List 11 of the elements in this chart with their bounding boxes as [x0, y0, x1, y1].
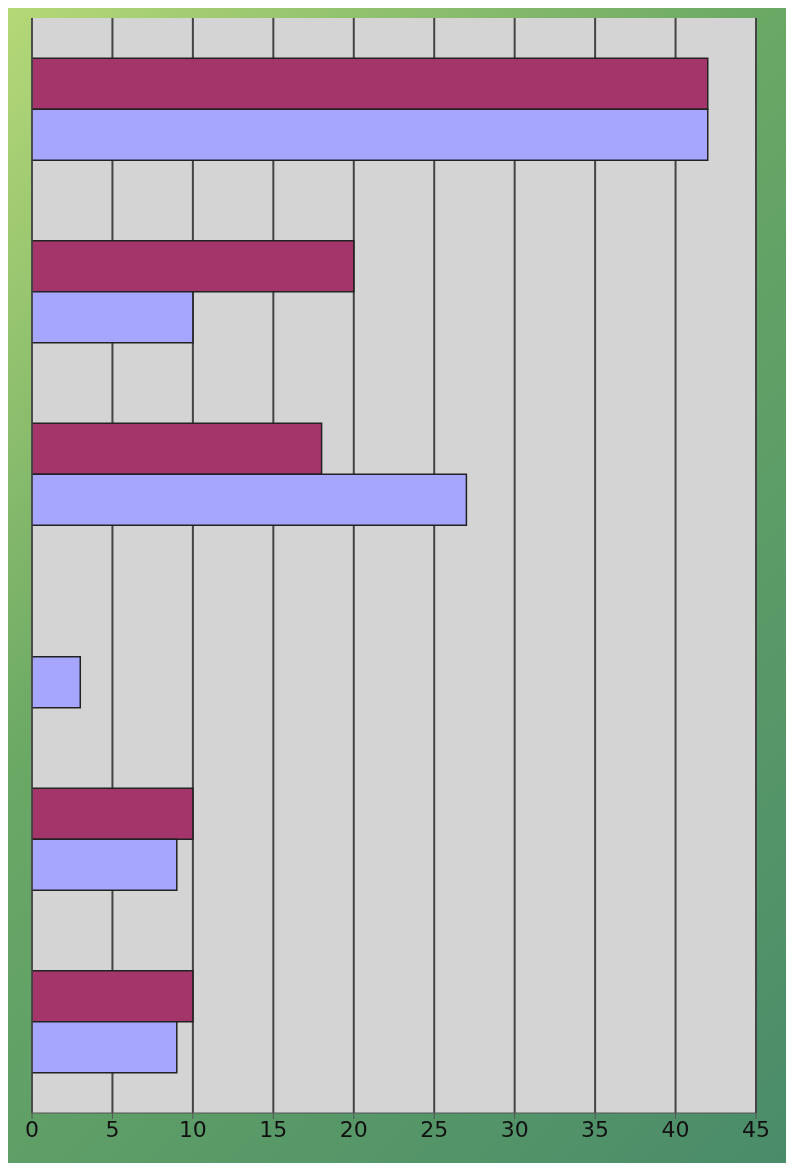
x-tick-label: 10	[178, 1116, 207, 1142]
x-tick-label: 40	[661, 1116, 690, 1142]
x-tick-label: 35	[581, 1116, 610, 1142]
x-tick-label: 5	[105, 1116, 120, 1142]
x-tick-label: 45	[742, 1116, 770, 1142]
bar	[32, 655, 82, 709]
x-tick-label: 15	[259, 1116, 288, 1142]
x-tick-label: 30	[500, 1116, 529, 1142]
x-tick-label: 20	[339, 1116, 368, 1142]
x-tick-label: 0	[25, 1116, 39, 1142]
x-tick-label: 25	[420, 1116, 449, 1142]
